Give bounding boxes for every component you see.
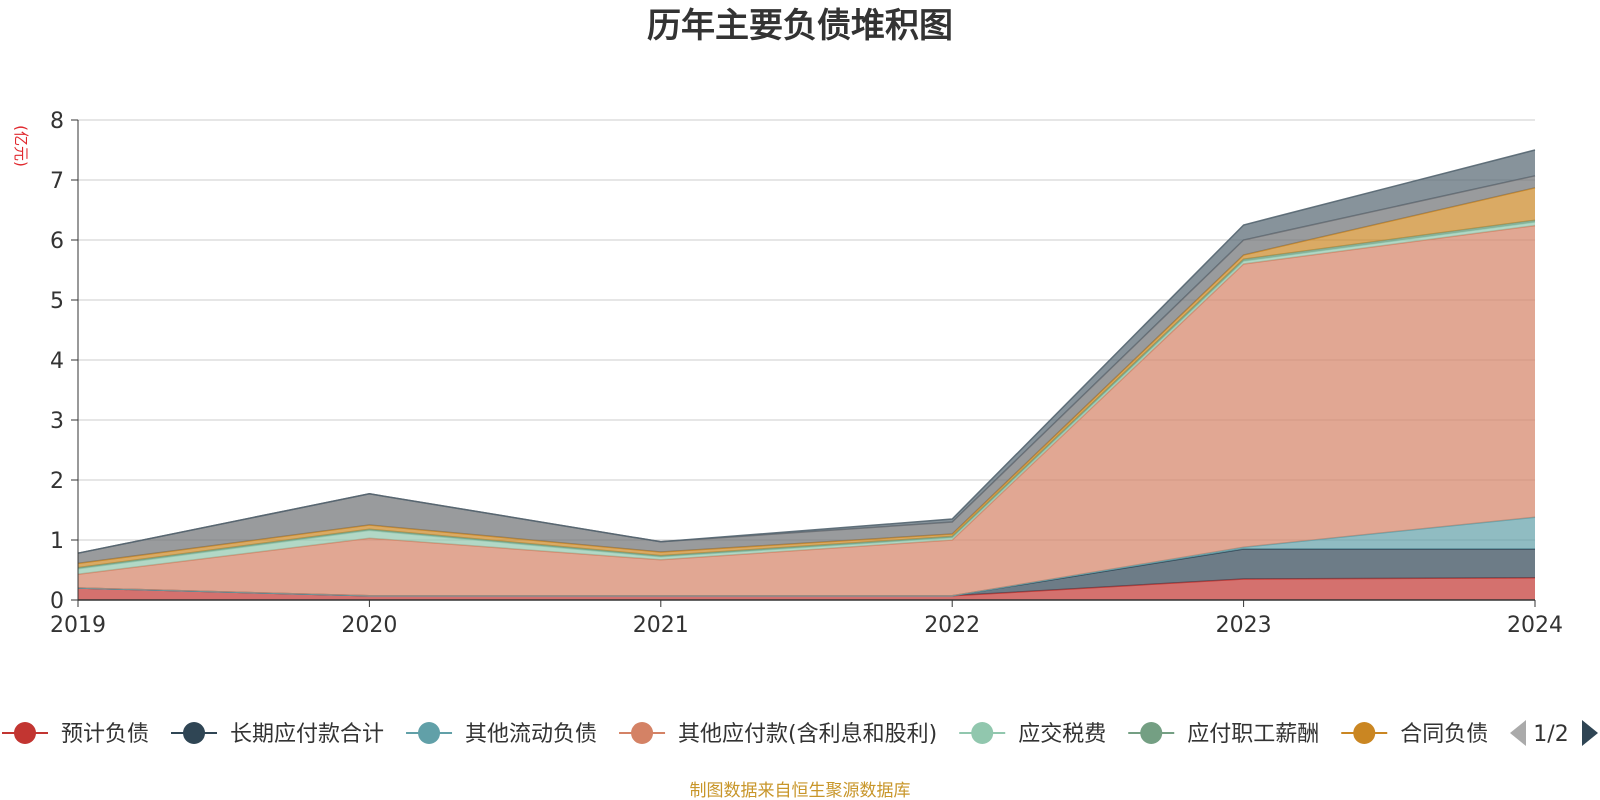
legend-next-page-icon[interactable] [1582, 720, 1598, 746]
grid-lines [78, 119, 1535, 541]
y-tick-label-4: 4 [50, 349, 64, 374]
legend-marker-2 [418, 722, 441, 744]
legend-marker-3 [631, 722, 654, 744]
legend-pager: 1/2 [1510, 720, 1598, 747]
x-tick-label-2023: 2023 [1216, 613, 1272, 638]
y-tick-label-1: 1 [50, 529, 64, 554]
legend-label-4: 应交税费 [1018, 722, 1106, 747]
legend-marker-4 [971, 722, 994, 744]
legend-marker-5 [1140, 722, 1163, 744]
area-series-8 [78, 150, 1535, 554]
area-series [77, 149, 1536, 600]
area-series-3 [78, 225, 1535, 596]
y-tick-label-8: 8 [50, 109, 64, 134]
chart-title: 历年主要负债堆积图 [647, 6, 953, 46]
legend-item-4[interactable]: 应交税费 [959, 722, 1106, 747]
legend-marker-0 [14, 722, 36, 744]
legend-label-0: 预计负债 [61, 722, 149, 747]
x-tick-label-2024: 2024 [1507, 613, 1563, 638]
y-tick-label-2: 2 [50, 469, 64, 494]
data-source-note: 制图数据来自恒生聚源数据库 [690, 781, 911, 800]
y-axis-unit-label: (亿元) [12, 125, 30, 167]
y-tick-label-0: 0 [50, 589, 64, 614]
legend-page-indicator: 1/2 [1533, 722, 1568, 747]
area-series-6 [78, 187, 1535, 568]
y-tick-label-7: 7 [50, 169, 64, 194]
y-tick-label-3: 3 [50, 409, 64, 434]
legend-label-3: 其他应付款(含利息和股利) [678, 722, 937, 747]
x-tick-label-2019: 2019 [50, 613, 106, 638]
legend-item-3[interactable]: 其他应付款(含利息和股利) [619, 722, 937, 747]
x-tick-label-2020: 2020 [341, 613, 397, 638]
legend-prev-page-icon[interactable] [1510, 720, 1526, 746]
area-line-series-8 [77, 149, 1536, 554]
legend-label-1: 长期应付款合计 [230, 722, 384, 747]
x-tick-label-2022: 2022 [924, 613, 980, 638]
legend-label-6: 合同负债 [1400, 722, 1488, 747]
legend-label-2: 其他流动负债 [465, 722, 597, 747]
legend-marker-1 [183, 722, 206, 744]
legend-item-5[interactable]: 应付职工薪酬 [1128, 722, 1319, 747]
legend: 预计负债 长期应付款合计 其他流动负债 其他应付款(含利息和股利) 应交税费 应付职工薪酬… [2, 722, 1488, 747]
y-tick-label-5: 5 [50, 289, 64, 314]
legend-item-2[interactable]: 其他流动负债 [406, 722, 597, 747]
legend-item-6[interactable]: 合同负债 [1341, 722, 1488, 747]
area-line-series-3 [77, 224, 1536, 575]
y-tick-label-6: 6 [50, 229, 64, 254]
legend-label-5: 应付职工薪酬 [1187, 722, 1319, 747]
area-series-7 [78, 175, 1535, 564]
legend-marker-6 [1353, 722, 1376, 744]
axes: 0 1 2 3 4 5 6 7 8 2019 2020 2021 2022 2023 2024 [50, 109, 1563, 638]
legend-item-1[interactable]: 长期应付款合计 [171, 722, 384, 747]
legend-item-0[interactable]: 预计负债 [2, 722, 149, 747]
x-tick-label-2021: 2021 [633, 613, 689, 638]
